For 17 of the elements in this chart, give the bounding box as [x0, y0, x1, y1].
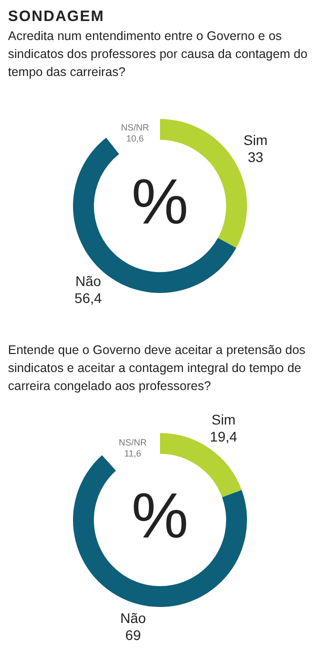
text: %: [132, 480, 188, 552]
data-label: 69: [125, 627, 142, 644]
slice-label: Sim: [211, 411, 236, 428]
data-label: 19,4: [210, 428, 238, 444]
chart-title: SONDAGEM: [8, 8, 106, 25]
slice-label: NS/NR: [118, 437, 148, 448]
text: %: [132, 166, 188, 238]
slice-label: Não: [120, 610, 146, 626]
data-label: 11,6: [124, 448, 142, 458]
slice-label: Não: [75, 272, 102, 289]
data-label: 10,6: [126, 134, 144, 144]
slice-label: NS/NR: [120, 122, 150, 133]
chart-title: Entende que o Governo deve aceitar a pretensão dos sindicatos e aceitar a contagem integral do tempo de carreira congelado aos professores?: [8, 342, 306, 395]
data-label: 33: [248, 148, 264, 165]
chart-subtitle: Acredita num entendimento entre o Governo e os sindicatos dos professores por causa da contagem do tempo das carreiras?: [8, 28, 308, 81]
slice-label: Sim: [243, 132, 268, 148]
data-label: 56,4: [74, 290, 102, 306]
